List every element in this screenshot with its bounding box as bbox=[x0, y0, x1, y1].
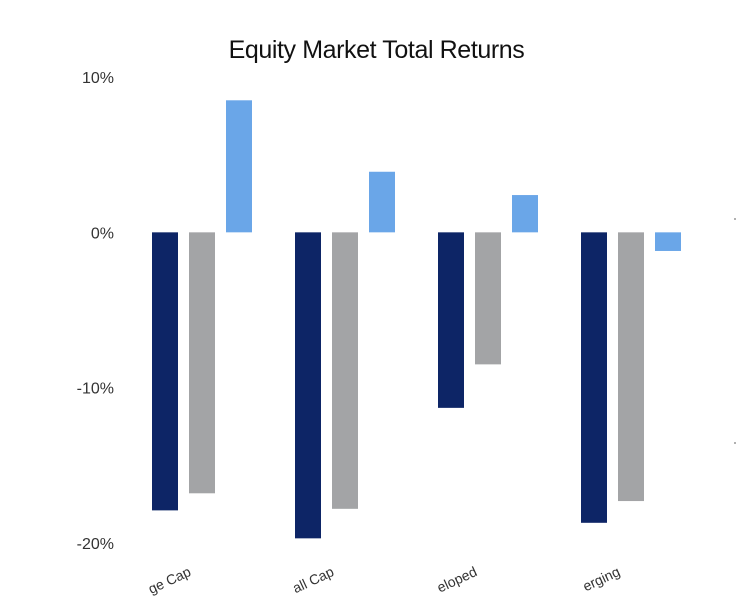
edge-marks bbox=[734, 218, 736, 444]
x-category-label: ge Cap bbox=[146, 563, 194, 597]
bar bbox=[512, 195, 538, 233]
bar bbox=[618, 232, 644, 502]
x-category-label: erging bbox=[580, 563, 622, 594]
bar bbox=[369, 171, 395, 233]
x-axis-labels: ge Cap all Cap eloped erging bbox=[146, 563, 623, 597]
bars bbox=[152, 100, 681, 539]
x-category-label: all Cap bbox=[290, 563, 336, 596]
bar bbox=[655, 232, 681, 251]
bar bbox=[189, 232, 215, 494]
y-tick-label: -10% bbox=[77, 381, 114, 398]
x-category-label: eloped bbox=[434, 563, 479, 595]
edge-dot bbox=[734, 442, 736, 444]
bar bbox=[581, 232, 607, 523]
edge-dot bbox=[734, 218, 736, 220]
y-tick-label: -20% bbox=[77, 536, 114, 553]
bar bbox=[332, 232, 358, 509]
bar bbox=[295, 232, 321, 539]
bar bbox=[475, 232, 501, 365]
bar bbox=[152, 232, 178, 511]
y-axis-ticks: 10% 0% -10% -20% bbox=[77, 70, 114, 553]
bar bbox=[438, 232, 464, 408]
bar bbox=[226, 100, 252, 233]
y-tick-label: 10% bbox=[82, 70, 114, 87]
y-tick-label: 0% bbox=[91, 225, 114, 242]
chart-title: Equity Market Total Returns bbox=[228, 36, 525, 64]
